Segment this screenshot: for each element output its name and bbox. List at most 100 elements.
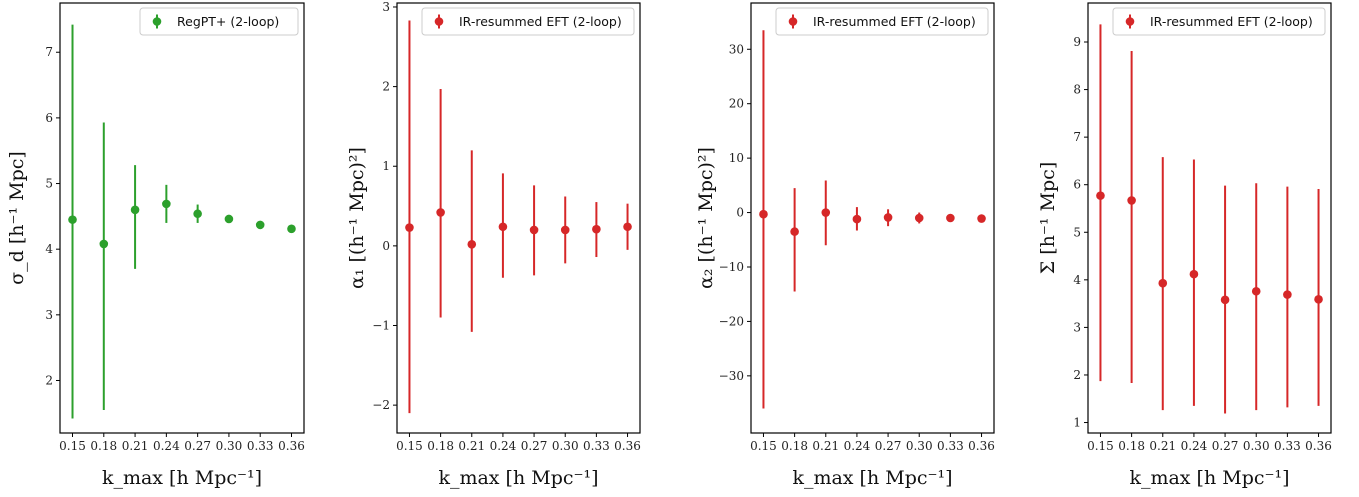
y-tick-label: 3	[45, 308, 53, 322]
y-tick-label: 0	[382, 239, 390, 253]
x-tick-label: 0.27	[521, 439, 548, 453]
y-tick-label: 6	[45, 111, 53, 125]
data-point	[883, 213, 893, 222]
y-tick-label: 4	[1073, 273, 1081, 287]
y-tick-label: −30	[719, 369, 744, 383]
plot-frame	[1087, 2, 1332, 434]
x-tick-label: 0.33	[247, 439, 274, 453]
data-point	[467, 239, 477, 249]
y-tick-label: 1	[382, 159, 390, 173]
data-point	[287, 224, 296, 234]
y-tick-label: 3	[382, 0, 390, 14]
data-point	[821, 208, 831, 217]
data-point	[1158, 278, 1168, 288]
y-tick-label: 1	[1073, 416, 1081, 430]
x-axis-label: k_max [h Mpc⁻¹]	[1129, 467, 1289, 489]
legend: IR-resummed EFT (2-loop)	[775, 7, 989, 36]
y-tick-label: 2	[45, 373, 53, 387]
y-tick-label: 3	[1073, 320, 1081, 334]
legend-label: IR-resummed EFT (2-loop)	[1150, 14, 1313, 29]
x-tick-label: 0.18	[1118, 439, 1145, 453]
legend-box	[139, 7, 299, 36]
y-tick-label: 9	[1073, 35, 1081, 49]
data-point	[68, 215, 77, 224]
y-tick-label: 5	[1073, 225, 1081, 239]
x-tick-label: 0.30	[216, 439, 243, 453]
data-point	[759, 209, 768, 219]
x-tick-label: 0.33	[1274, 439, 1301, 453]
data-point	[99, 239, 109, 249]
x-tick-label: 0.18	[781, 439, 808, 453]
x-tick-label: 0.30	[1243, 439, 1270, 453]
legend-box	[775, 7, 989, 36]
data-point	[1127, 196, 1136, 205]
y-tick-label: −10	[719, 260, 744, 274]
data-point	[193, 209, 202, 219]
y-tick-label: 7	[1073, 130, 1081, 144]
data-point	[255, 220, 265, 230]
y-tick-label: −1	[372, 319, 390, 333]
x-axis-label: k_max [h Mpc⁻¹]	[792, 467, 952, 489]
x-tick-label: 0.15	[1087, 439, 1114, 453]
x-tick-label: 0.27	[1212, 439, 1239, 453]
x-tick-label: 0.27	[184, 439, 211, 453]
legend-box	[1112, 7, 1326, 36]
y-tick-label: −2	[372, 398, 390, 412]
legend-marker-icon	[434, 17, 444, 26]
y-axis-label: σ_d [h⁻¹ Mpc]	[6, 151, 28, 285]
data-point	[224, 214, 234, 224]
y-tick-label: 5	[45, 177, 53, 191]
x-tick-label: 0.18	[427, 439, 454, 453]
data-point	[560, 225, 570, 235]
data-point	[130, 205, 140, 215]
y-axis-label: α₁ [(h⁻¹ Mpc)²]	[346, 147, 368, 289]
data-point	[529, 225, 539, 235]
data-point	[405, 223, 414, 232]
x-tick-label: 0.18	[90, 439, 117, 453]
data-point	[1189, 269, 1199, 279]
x-tick-label: 0.24	[153, 439, 180, 453]
legend: IR-resummed EFT (2-loop)	[421, 7, 635, 36]
x-tick-label: 0.27	[875, 439, 902, 453]
data-point	[977, 214, 986, 223]
legend: RegPT+ (2-loop)	[139, 7, 299, 36]
y-tick-label: 2	[382, 80, 390, 94]
data-point	[852, 214, 862, 224]
data-point	[592, 224, 601, 234]
x-axis-label: k_max [h Mpc⁻¹]	[438, 467, 598, 489]
legend-label: IR-resummed EFT (2-loop)	[813, 14, 976, 29]
x-tick-label: 0.30	[552, 439, 579, 453]
x-tick-label: 0.36	[968, 439, 995, 453]
y-axis-label: Σ [h⁻¹ Mpc]	[1037, 162, 1059, 274]
data-point	[1220, 295, 1230, 305]
y-tick-label: 4	[45, 242, 53, 256]
data-point	[623, 222, 632, 232]
y-tick-label: 8	[1073, 83, 1081, 97]
data-point	[790, 227, 799, 236]
y-tick-label: −20	[719, 314, 744, 328]
x-tick-label: 0.21	[812, 439, 839, 453]
y-tick-label: 30	[729, 42, 744, 56]
legend-label: RegPT+ (2-loop)	[177, 14, 279, 29]
x-tick-label: 0.36	[1305, 439, 1332, 453]
y-tick-label: 6	[1073, 178, 1081, 192]
plot-frame	[59, 2, 305, 434]
y-tick-label: 10	[729, 151, 744, 165]
x-tick-label: 0.33	[937, 439, 964, 453]
y-tick-label: 0	[736, 206, 744, 220]
chart-panel-1: 0.15 0.18 0.21 0.24 0.27 0.30 0.33 0.36 2 3 4 5 6 7 k_…	[6, 2, 305, 489]
legend: IR-resummed EFT (2-loop)	[1112, 7, 1326, 36]
data-point	[1283, 290, 1292, 299]
x-tick-label: 0.15	[396, 439, 423, 453]
x-tick-label: 0.24	[490, 439, 517, 453]
y-tick-label: 2	[1073, 368, 1081, 382]
data-point	[1314, 295, 1323, 304]
x-tick-label: 0.36	[278, 439, 305, 453]
data-point	[162, 199, 171, 209]
plot-frame	[396, 2, 641, 434]
chart-panel-2: 0.15 0.18 0.21 0.24 0.27 0.30 0.33 0.36 −2 −1 0 1 2 3…	[346, 0, 641, 489]
data-point	[1251, 286, 1261, 296]
data-point	[498, 222, 508, 232]
chart-panel-4: 0.15 0.18 0.21 0.24 0.27 0.30 0.33 0.36 1 2 3 4 5 6 7 8…	[1037, 2, 1332, 489]
